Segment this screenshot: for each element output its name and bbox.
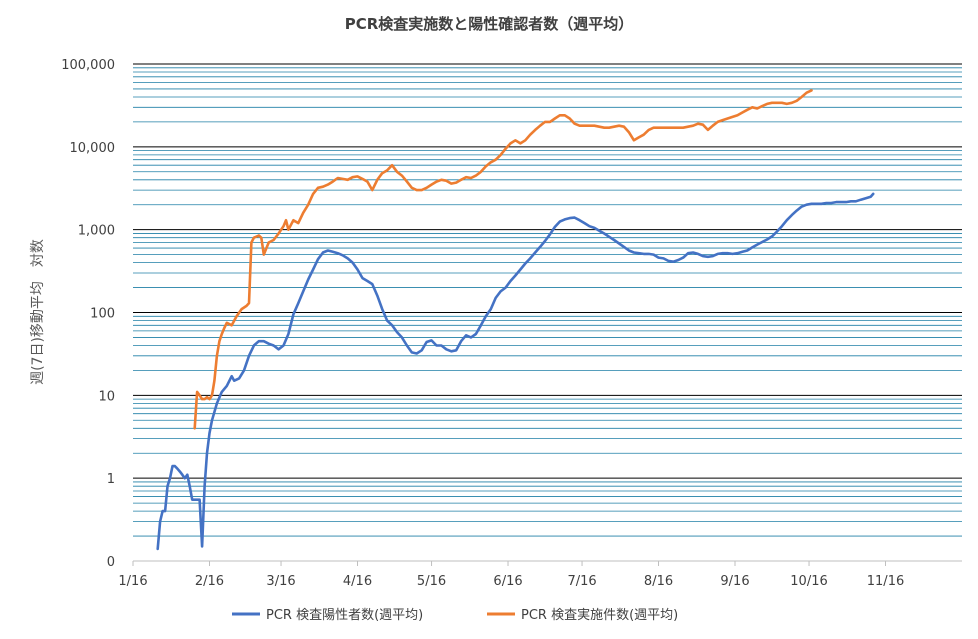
series-line-2 xyxy=(193,89,813,430)
x-tick-label: 1/16 xyxy=(118,574,147,589)
x-tick-label: 11/16 xyxy=(867,574,904,589)
legend-label: PCR 検査実施件数(週平均) xyxy=(521,607,678,623)
x-tick-label: 9/16 xyxy=(720,574,749,589)
grid-layer xyxy=(133,63,962,562)
y-tick-label: 1,000 xyxy=(78,224,115,239)
y-axis-label: 週(7日)移動平均 対数 xyxy=(30,239,46,385)
y-tick-label: 0 xyxy=(107,555,115,570)
x-tick-labels: 1/16 2/16 3/16 4/16 5/16 6/16 7/16 8/16 9/16 10/1… xyxy=(118,561,904,589)
legend: PCR 検査陽性者数(週平均) PCR 検査実施件数(週平均) xyxy=(232,607,678,623)
y-tick-label: 100,000 xyxy=(61,58,115,73)
x-tick-label: 5/16 xyxy=(417,574,446,589)
x-tick-label: 3/16 xyxy=(266,574,295,589)
y-tick-label: 10 xyxy=(98,389,115,404)
x-tick-label: 10/16 xyxy=(790,574,827,589)
series-line-1 xyxy=(156,192,875,551)
series-layer xyxy=(156,89,875,551)
y-tick-labels: 0 1 10 100 1,000 10,000 100,000 xyxy=(61,58,115,570)
x-tick-label: 6/16 xyxy=(493,574,522,589)
x-tick-label: 8/16 xyxy=(644,574,673,589)
legend-label: PCR 検査陽性者数(週平均) xyxy=(266,608,423,623)
chart-title: PCR検査実施数と陽性確認者数（週平均） xyxy=(345,15,634,33)
y-tick-label: 100 xyxy=(90,307,115,322)
y-tick-label: 1 xyxy=(107,472,115,487)
y-tick-label: 10,000 xyxy=(70,141,116,156)
x-tick-label: 2/16 xyxy=(195,574,224,589)
x-tick-label: 7/16 xyxy=(567,574,596,589)
x-tick-label: 4/16 xyxy=(343,574,372,589)
